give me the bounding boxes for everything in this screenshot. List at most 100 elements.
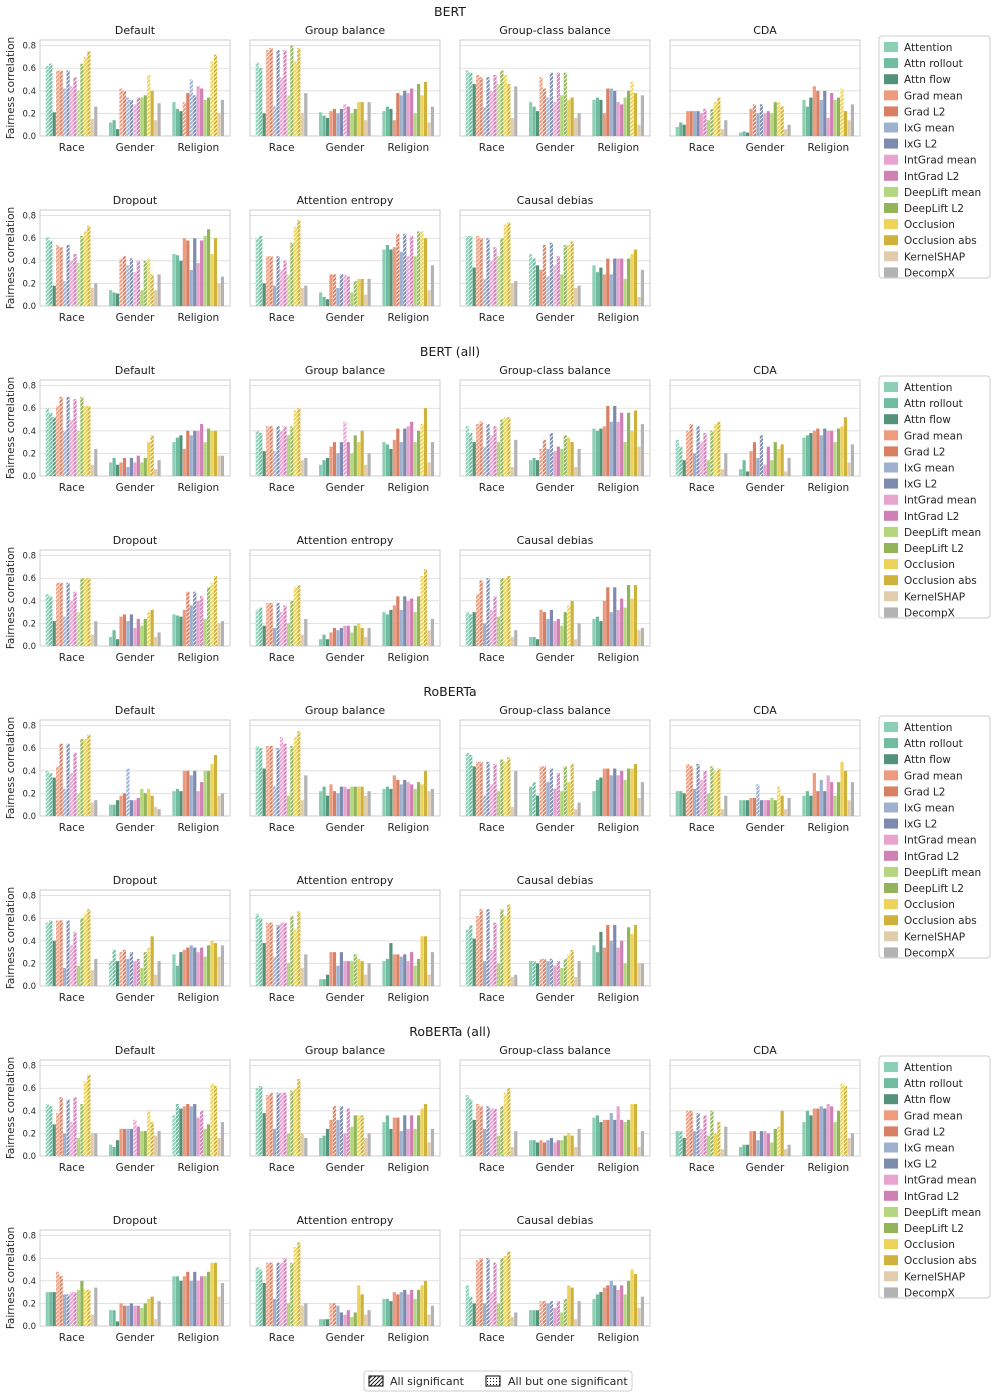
bar-deeplift-l2-religion [416, 782, 421, 816]
bar-intgrad-l2-religion [830, 430, 834, 476]
bar-hatch-attention-race [255, 238, 259, 306]
bar-ixg-mean-religion [819, 1106, 823, 1156]
bar-intgrad-mean-religion [616, 1289, 620, 1326]
bar-grad-l2-gender [542, 612, 547, 646]
bar-decompx-gender [787, 124, 791, 136]
bar-occlusion-abs-gender [570, 97, 574, 136]
bar-hatch-intgrad-l2-gender [346, 276, 350, 306]
bar-ixg-l2-religion [823, 791, 827, 816]
bar-attn-rollout-religion [595, 952, 600, 986]
x-tick-label: Religion [807, 142, 849, 154]
bar-hatch-intgrad-mean-race [279, 77, 284, 136]
bar-hatch-grad-mean-race [56, 245, 60, 306]
bar-kernelshap-race [510, 1146, 514, 1156]
bar-deeplift-mean-gender [140, 1307, 144, 1326]
y-axis-label: Fairness correlation [5, 547, 17, 649]
bar-hatch-deeplift-l2-race [290, 426, 294, 476]
x-tick-label: Gender [326, 1332, 365, 1344]
bar-hatch-intgrad-mean-race [489, 1108, 494, 1156]
bar-decompx-gender [157, 460, 161, 476]
bar-decompx-religion [430, 265, 435, 306]
bar-ixg-l2-religion [613, 768, 617, 816]
bar-hatch-attention-race [45, 594, 49, 646]
bar-attention-religion [382, 1298, 386, 1326]
bar-occlusion-abs-gender [570, 1135, 574, 1156]
bar-attention-gender [319, 979, 323, 986]
bar-deeplift-l2-religion [416, 430, 421, 476]
legend-label-grad-mean: Grad mean [904, 1110, 963, 1122]
bar-deeplift-mean-race [496, 791, 501, 816]
legend-swatch-grad-l2 [884, 106, 898, 117]
bar-intgrad-mean-religion [406, 1294, 410, 1326]
y-tick-label: 0.8 [22, 1062, 36, 1072]
bar-hatch-grad-mean-race [476, 594, 480, 646]
bar-intgrad-mean-religion [826, 117, 830, 136]
bar-ixg-mean-religion [609, 1280, 613, 1326]
legend-label-ixg-mean: IxG mean [904, 803, 955, 815]
bar-decompx-race [94, 106, 98, 136]
legend-label-attn-flow: Attn flow [904, 414, 951, 426]
bar-hatch-grad-l2-race [269, 922, 273, 986]
bar-hatch-ixg-l2-race [66, 70, 70, 136]
bar-ixg-l2-gender [339, 442, 343, 476]
bar-hatch-occlusion-abs-race [507, 1251, 511, 1326]
bar-kernelshap-gender [784, 1149, 788, 1156]
bar-grad-mean-religion [182, 609, 186, 646]
legend-label-decompx: DecompX [904, 947, 955, 959]
bar-hatch-ixg-l2-race [696, 426, 700, 476]
bar-hatch-attention-race [255, 430, 259, 476]
bar-occlusion-religion [420, 1108, 424, 1156]
bar-hatch-ixg-mean-race [273, 106, 277, 136]
bar-attn-rollout-race [49, 1292, 53, 1326]
bar-hatch-ixg-l2-race [66, 582, 70, 646]
bar-hatch-grad-l2-race [59, 1097, 63, 1156]
bar-hatch-intgrad-l2-race [283, 50, 287, 136]
bar-occlusion-religion [630, 598, 634, 646]
legend-swatch-deeplift-mean [884, 186, 898, 197]
group-title-roberta: RoBERTa [423, 684, 476, 699]
bar-hatch-intgrad-mean-race [279, 1262, 284, 1326]
bar-grad-l2-religion [606, 587, 610, 646]
bar-decompx-race [94, 1133, 98, 1156]
bar-attn-flow-religion [179, 260, 183, 306]
bar-decompx-religion [640, 627, 645, 646]
x-tick-label: Gender [116, 482, 155, 494]
bar-hatch-attention-race [465, 612, 469, 646]
bar-ixg-l2-religion [403, 954, 407, 986]
bar-attn-rollout-religion [595, 1115, 600, 1156]
bar-ixg-mean-race [693, 453, 697, 476]
bar-intgrad-mean-religion [406, 782, 410, 816]
bar-intgrad-l2-religion [620, 770, 624, 816]
bar-attn-flow-race [52, 1292, 56, 1326]
bar-hatch-ixg-l2-race [486, 77, 490, 136]
bar-decompx-religion [640, 424, 645, 476]
bar-ixg-mean-gender [546, 1303, 550, 1326]
bar-ixg-mean-gender [546, 961, 550, 986]
bar-hatch-ixg-l2-religion [193, 591, 197, 646]
legend-label-kernelshap: KernelSHAP [904, 251, 965, 263]
bar-hatch-deeplift-l2-race [80, 739, 84, 816]
bar-hatch-grad-mean-race [266, 426, 270, 476]
bar-hatch-grad-l2-race [59, 247, 63, 306]
bar-deeplift-mean-religion [623, 607, 627, 646]
bar-hatch-attn-rollout-race [259, 235, 263, 306]
bar-kernelshap-race [510, 976, 514, 986]
legend-label-attn-flow: Attn flow [904, 1094, 951, 1106]
bar-deeplift-mean-race [286, 963, 291, 986]
bar-occlusion-abs-gender [360, 1294, 364, 1326]
subplot-title: Default [115, 704, 156, 717]
bar-ixg-l2-religion [613, 925, 617, 986]
bar-occlusion-abs-religion [213, 238, 218, 306]
bar-hatch-intgrad-mean-gender [343, 421, 347, 476]
bar-hatch-deeplift-l2-race [500, 909, 504, 986]
bar-attention-religion [172, 954, 176, 986]
bar-kernelshap-religion [847, 800, 851, 816]
bar-occlusion-gender [357, 442, 361, 476]
bar-grad-mean-religion [602, 947, 606, 986]
y-tick-label: 0.6 [22, 914, 36, 924]
bar-hatch-deeplift-l2-race [290, 600, 294, 646]
bar-hatch-attn-rollout-race [259, 607, 263, 646]
